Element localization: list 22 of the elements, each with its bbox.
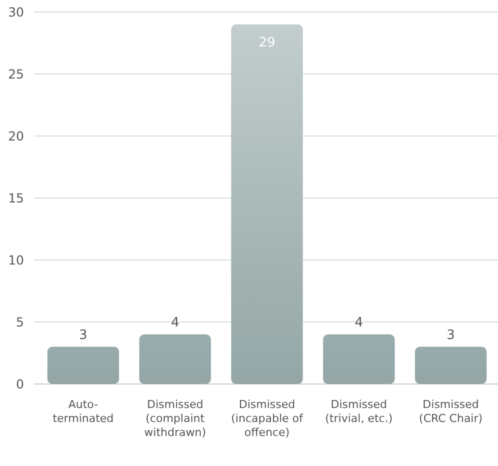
- y-tick-label: 15: [8, 190, 24, 206]
- bar: [323, 334, 395, 384]
- x-tick-label: Dismissed (complaint withdrawn): [144, 398, 206, 439]
- data-label: 29: [258, 35, 276, 50]
- x-tick-label: Dismissed (trivial, etc.): [325, 398, 393, 425]
- x-tick-label: Dismissed (CRC Chair): [419, 398, 483, 425]
- y-tick-label: 30: [8, 4, 24, 20]
- x-tick-label: Dismissed (incapable of offence): [231, 398, 304, 439]
- data-label: 4: [170, 315, 180, 330]
- y-tick-label: 5: [16, 314, 24, 330]
- data-label: 4: [354, 315, 364, 330]
- bar: [414, 346, 487, 384]
- data-label: 3: [79, 328, 88, 343]
- y-tick-label: 10: [8, 252, 24, 268]
- y-tick-label: 20: [8, 128, 24, 144]
- bar: [231, 24, 303, 384]
- bar: [47, 346, 120, 384]
- y-tick-label: 0: [16, 376, 24, 392]
- bar: [139, 334, 211, 384]
- y-tick-label: 25: [8, 66, 24, 82]
- data-label: 3: [446, 328, 455, 343]
- x-tick-label: Auto- terminated: [52, 398, 114, 425]
